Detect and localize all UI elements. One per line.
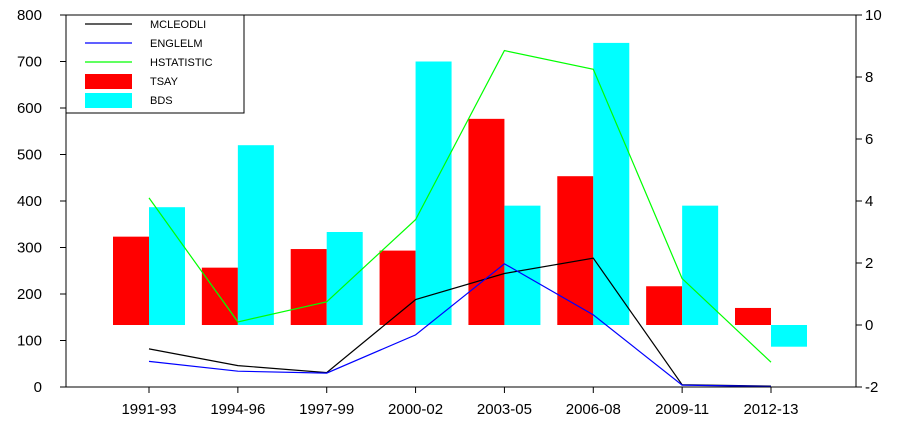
bar-tsay-2003-05 xyxy=(468,118,505,325)
right-tick-label-2: 2 xyxy=(865,255,873,272)
x-tick-label-1994-96: 1994-96 xyxy=(210,401,265,418)
left-tick-label-700: 700 xyxy=(17,54,42,71)
bar-bds-2003-05 xyxy=(504,205,541,325)
legend-swatch-bds xyxy=(85,93,132,108)
left-tick-label-800: 800 xyxy=(17,7,42,24)
bar-tsay-2009-11 xyxy=(646,286,683,325)
legend-label-tsay: TSAY xyxy=(150,76,179,88)
x-tick-label-2000-02: 2000-02 xyxy=(388,401,443,418)
legend-label-mcleodli: MCLEODLI xyxy=(150,19,206,31)
left-tick-label-600: 600 xyxy=(17,100,42,117)
bar-bds-1997-99 xyxy=(326,232,363,325)
x-tick-label-1991-93: 1991-93 xyxy=(121,401,176,418)
left-tick-label-100: 100 xyxy=(17,333,42,350)
bar-tsay-2000-02 xyxy=(379,250,416,325)
right-tick-label-10: 10 xyxy=(865,7,882,24)
left-tick-label-500: 500 xyxy=(17,147,42,164)
legend-swatch-tsay xyxy=(85,74,132,89)
line-mcleodli xyxy=(148,257,772,387)
bar-bds-2000-02 xyxy=(415,61,452,325)
x-tick-label-1997-99: 1997-99 xyxy=(299,401,354,418)
axes-layer: 0 100 200 300 400 500 600 700 800 -2 0 2 4 6 8 10 1991-9… xyxy=(17,7,882,418)
right-tick-label-8: 8 xyxy=(865,69,873,86)
bar-bds-1994-96 xyxy=(237,145,274,325)
right-tick-label-6: 6 xyxy=(865,131,873,148)
left-tick-label-400: 400 xyxy=(17,193,42,210)
bar-tsay-1991-93 xyxy=(113,236,149,325)
line-englelm xyxy=(148,263,772,388)
bar-tsay-2006-08 xyxy=(557,176,594,325)
left-tick-label-0: 0 xyxy=(34,379,42,396)
left-tick-label-300: 300 xyxy=(17,240,42,257)
bar-tsay-2012-13 xyxy=(735,307,771,325)
bar-bds-1991-93 xyxy=(149,207,185,325)
right-tick-label--2: -2 xyxy=(865,379,878,396)
right-tick-label-0: 0 xyxy=(865,317,873,334)
bar-bds-2009-11 xyxy=(682,205,719,325)
x-tick-label-2006-08: 2006-08 xyxy=(566,401,621,418)
legend-label-hstatistic: HSTATISTIC xyxy=(150,57,213,69)
lines-layer xyxy=(148,49,772,388)
x-tick-label-2009-11: 2009-11 xyxy=(655,401,709,418)
x-tick-label-2012-13: 2012-13 xyxy=(743,401,798,418)
line-hstatistic xyxy=(148,49,772,363)
bar-bds-2006-08 xyxy=(593,42,630,326)
left-tick-label-200: 200 xyxy=(17,286,42,303)
x-tick-label-2003-05: 2003-05 xyxy=(477,401,532,418)
legend-label-englelm: ENGLELM xyxy=(150,38,203,50)
right-tick-label-4: 4 xyxy=(865,193,873,210)
legend: MCLEODLI ENGLELM HSTATISTIC TSAY BDS xyxy=(65,14,245,114)
bar-tsay-1997-99 xyxy=(290,249,327,325)
legend-label-bds: BDS xyxy=(150,95,173,107)
bars-layer xyxy=(113,42,807,347)
bar-bds-2012-13 xyxy=(771,325,807,347)
